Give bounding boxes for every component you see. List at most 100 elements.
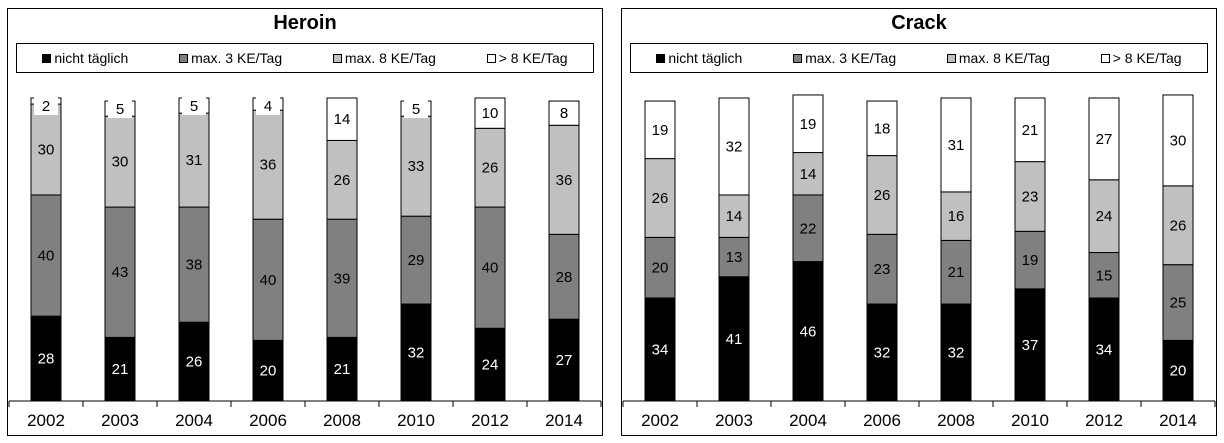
data-label: 24 [482,357,499,374]
bar-segment [178,206,210,323]
data-label: 32 [948,345,965,362]
x-tick-label: 2008 [323,411,361,430]
legend-label: max. 3 KE/Tag [805,50,897,66]
data-label: 5 [116,101,124,118]
data-label: 22 [800,220,817,237]
data-label: 25 [1170,295,1187,312]
data-label: 2 [42,98,50,115]
data-label: 21 [948,264,965,281]
data-label: 8 [560,105,568,122]
data-label-background [404,100,428,119]
legend-item: max. 8 KE/Tag [946,50,1050,66]
data-label: 5 [190,98,198,115]
legend-swatch [946,53,956,63]
x-tick-label: 2012 [471,411,509,430]
x-tick-label: 2014 [1159,411,1197,430]
data-label: 23 [874,261,891,278]
data-label: 10 [482,105,499,122]
bar-segment [104,336,136,402]
bar-segment [792,152,824,196]
legend-item: > 8 KE/Tag [486,50,568,66]
data-label: 30 [38,142,55,159]
bar-segment [718,194,750,238]
x-tick-label: 2004 [175,411,213,430]
data-label: 21 [1022,122,1039,139]
bar-segment [718,276,750,402]
legend-label: nicht täglich [54,50,129,66]
bar-segment [792,94,824,154]
data-label: 14 [726,208,743,225]
legend-item: > 8 KE/Tag [1100,50,1182,66]
data-label: 14 [334,111,351,128]
x-tick-label: 2012 [1085,411,1123,430]
x-tick-label: 2006 [249,411,287,430]
data-label: 4 [264,98,272,115]
bar-segment [1014,97,1046,163]
data-label: 31 [186,152,203,169]
data-label: 31 [948,137,965,154]
bar-segment [1162,264,1194,341]
data-label: 23 [1022,188,1039,205]
data-label: 41 [726,331,743,348]
data-label: 28 [556,269,573,286]
x-tick-label: 2010 [1011,411,1049,430]
data-label: 20 [260,363,277,380]
data-label: 18 [874,120,891,137]
bar-segment [548,100,580,126]
data-label: 27 [556,352,573,369]
data-label: 27 [1096,131,1113,148]
data-label: 32 [874,345,891,362]
data-label: 20 [1170,363,1187,380]
data-label-background [108,100,132,119]
data-label: 26 [482,160,499,177]
data-label: 15 [1096,267,1113,284]
chart-title: Heroin [273,12,337,34]
data-label: 19 [652,122,669,139]
bar-segment [326,139,358,220]
data-label: 21 [112,361,129,378]
bar-segment [1014,230,1046,290]
bar-segment [252,218,284,341]
data-label: 16 [948,208,965,225]
data-label: 26 [1170,217,1187,234]
legend-swatch [179,53,189,63]
data-label: 39 [334,270,351,287]
chart-legend: nicht täglich max. 3 KE/Tag max. 8 KE/Ta… [630,43,1208,73]
data-label: 19 [1022,252,1039,269]
legend-item: nicht täglich [656,50,742,66]
bar-segment [104,206,136,338]
data-label: 20 [652,260,669,277]
data-label: 30 [1170,132,1187,149]
data-label: 32 [726,138,743,155]
legend-item: max. 8 KE/Tag [332,50,436,66]
legend-label: > 8 KE/Tag [498,50,568,66]
crack-bar-plot: 34 20 26 19 2002 41 13 14 32 2003 46 22 14 19 2004 32 23… [622,94,1216,430]
bar-segment [548,318,580,402]
bar-segment [326,218,358,338]
data-label-background [182,97,206,115]
legend-swatch [42,53,52,63]
data-label: 43 [112,264,129,281]
legend-swatch [1100,53,1110,63]
bar-segment [548,124,580,235]
bar-segment [940,97,972,193]
x-tick-label: 2003 [101,411,139,430]
data-label: 40 [38,248,55,265]
data-label: 26 [874,187,891,204]
legend-label: max. 8 KE/Tag [958,50,1050,66]
bar-segment [400,215,432,305]
x-tick-label: 2008 [937,411,975,430]
bar-segment [644,158,676,238]
bar-segment [400,303,432,402]
bar-segment [718,236,750,278]
x-tick-label: 2010 [397,411,435,430]
data-label: 36 [556,172,573,189]
bar-segment [1088,97,1120,181]
bar-segment [326,336,358,402]
bar-segment [474,127,506,208]
data-label: 46 [800,323,817,340]
data-label: 36 [260,157,277,174]
x-tick-label: 2004 [789,411,827,430]
data-label: 21 [334,361,351,378]
data-label: 37 [1022,337,1039,354]
